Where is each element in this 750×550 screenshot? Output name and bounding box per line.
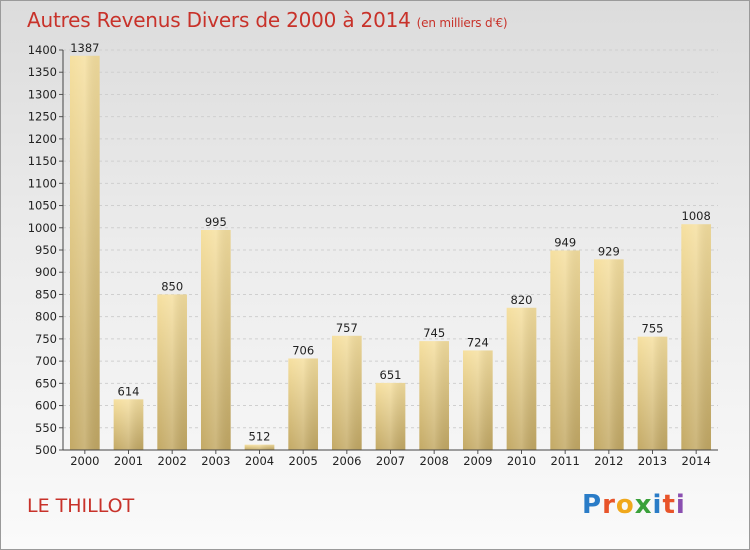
data-label: 755 bbox=[642, 322, 664, 336]
bar-shade bbox=[681, 224, 712, 450]
logo-letter: i bbox=[652, 490, 663, 520]
logo-letter: x bbox=[634, 490, 653, 520]
chart-title-text: Autres Revenus Divers de 2000 à 2014 bbox=[27, 8, 411, 32]
chart-title: Autres Revenus Divers de 2000 à 2014 (en … bbox=[27, 8, 508, 32]
bar-shade bbox=[113, 399, 144, 450]
x-tick-label: 2013 bbox=[638, 454, 667, 468]
x-tick-label: 2005 bbox=[289, 454, 318, 468]
x-tick-label: 2000 bbox=[70, 454, 99, 468]
data-label: 745 bbox=[423, 326, 445, 340]
proxiti-logo: Proxiti bbox=[582, 490, 686, 520]
x-tick-label: 2002 bbox=[158, 454, 187, 468]
data-label: 1008 bbox=[682, 209, 711, 223]
y-tick-label: 600 bbox=[35, 399, 57, 413]
x-tick-label: 2010 bbox=[507, 454, 536, 468]
x-tick-label: 2006 bbox=[332, 454, 361, 468]
y-tick-label: 1100 bbox=[28, 176, 57, 190]
data-label: 850 bbox=[161, 279, 183, 293]
data-label: 614 bbox=[118, 384, 140, 398]
chart-subtitle: (en milliers d'€) bbox=[416, 16, 508, 30]
y-tick-label: 1400 bbox=[28, 43, 57, 57]
x-tick-label: 2008 bbox=[420, 454, 449, 468]
bar-shade bbox=[637, 336, 668, 450]
y-tick-label: 1350 bbox=[28, 65, 57, 79]
x-tick-label: 2001 bbox=[114, 454, 143, 468]
logo-letter: r bbox=[602, 490, 616, 520]
y-tick-label: 1000 bbox=[28, 221, 57, 235]
y-tick-label: 800 bbox=[35, 310, 57, 324]
y-tick-label: 950 bbox=[35, 243, 57, 257]
y-tick-label: 750 bbox=[35, 332, 57, 346]
logo-letter: P bbox=[582, 490, 603, 520]
y-tick-label: 650 bbox=[35, 376, 57, 390]
x-tick-label: 2014 bbox=[682, 454, 711, 468]
bar-shade bbox=[69, 55, 100, 451]
data-label: 724 bbox=[467, 335, 489, 349]
x-tick-label: 2004 bbox=[245, 454, 274, 468]
x-tick-label: 2009 bbox=[463, 454, 492, 468]
y-tick-label: 550 bbox=[35, 421, 57, 435]
y-tick-label: 900 bbox=[35, 265, 57, 279]
y-tick-label: 1300 bbox=[28, 87, 57, 101]
bar-shade bbox=[506, 307, 537, 450]
y-tick-label: 700 bbox=[35, 354, 57, 368]
y-tick-label: 500 bbox=[35, 443, 57, 457]
bar-shade bbox=[419, 341, 450, 450]
data-label: 949 bbox=[554, 235, 576, 249]
bar-shade bbox=[462, 350, 493, 450]
bar-shade bbox=[288, 358, 319, 450]
x-tick-label: 2003 bbox=[201, 454, 230, 468]
data-label: 706 bbox=[292, 343, 314, 357]
y-tick-label: 1150 bbox=[28, 154, 57, 168]
logo-letter: t bbox=[662, 490, 676, 520]
logo-letter: o bbox=[615, 490, 635, 520]
data-label: 995 bbox=[205, 215, 227, 229]
y-tick-label: 1200 bbox=[28, 132, 57, 146]
bar-shade bbox=[375, 382, 406, 450]
data-label: 929 bbox=[598, 244, 620, 258]
x-tick-label: 2011 bbox=[551, 454, 580, 468]
y-tick-label: 1250 bbox=[28, 110, 57, 124]
data-label: 1387 bbox=[70, 41, 99, 55]
bar-shade bbox=[200, 230, 231, 450]
y-tick-label: 850 bbox=[35, 287, 57, 301]
bar-shade bbox=[550, 250, 581, 450]
data-label: 651 bbox=[380, 368, 402, 382]
data-label: 512 bbox=[249, 430, 271, 444]
data-label: 820 bbox=[511, 293, 533, 307]
y-tick-label: 1050 bbox=[28, 199, 57, 213]
bar-shade bbox=[244, 444, 275, 450]
commune-name: LE THILLOT bbox=[27, 495, 135, 517]
x-tick-label: 2007 bbox=[376, 454, 405, 468]
data-label: 757 bbox=[336, 321, 358, 335]
bar-shade bbox=[157, 294, 188, 450]
bar-shade bbox=[331, 335, 362, 450]
logo-letter: i bbox=[675, 490, 686, 520]
bar-shade bbox=[593, 259, 624, 450]
x-tick-label: 2012 bbox=[594, 454, 623, 468]
